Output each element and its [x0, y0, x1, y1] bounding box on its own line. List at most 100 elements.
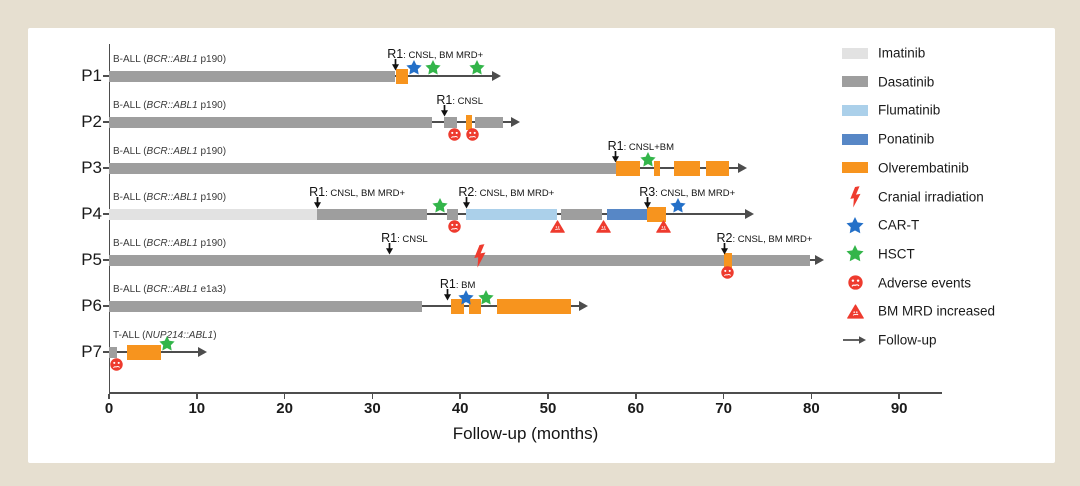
- legend-item: HSCT: [840, 242, 1040, 266]
- treatment-segment-dasatinib: [561, 208, 602, 220]
- axis-tick: [108, 393, 110, 399]
- adverse-events-icon: [447, 219, 461, 233]
- car-t-icon: [670, 197, 686, 213]
- follow-up-arrowhead: [510, 117, 520, 127]
- axis-tick: [898, 393, 900, 399]
- follow-up-arrowhead: [491, 71, 501, 81]
- axis-tick: [547, 393, 549, 399]
- row-axis-tick: [103, 259, 109, 261]
- treatment-segment-imatinib: [109, 208, 318, 220]
- legend-item: Ponatinib: [840, 127, 1040, 151]
- legend-label: Flumatinib: [878, 102, 941, 118]
- treatment-segment-flumatinib: [466, 208, 557, 220]
- bm-mrd-increased-icon: [656, 219, 672, 233]
- axis-tick: [371, 393, 374, 399]
- row-axis-tick: [103, 167, 109, 169]
- legend-item: Follow-up: [840, 328, 1040, 352]
- bm-mrd-increased-icon: [840, 299, 870, 323]
- follow-up-arrowhead: [745, 209, 755, 219]
- axis-tick-label: 30: [364, 399, 381, 417]
- relapse-arrow-icon: [443, 288, 452, 301]
- treatment-segment-dasatinib: [109, 254, 810, 266]
- axis-tick: [635, 393, 637, 399]
- treatment-segment-dasatinib: [109, 70, 396, 82]
- legend-label: Dasatinib: [878, 74, 935, 90]
- treatment-segment-olverembatinib: [706, 160, 729, 176]
- treatment-segment-olverembatinib: [468, 298, 482, 314]
- relapse-annotation: R1: CNSL, BM MRD+: [387, 47, 484, 61]
- diagnosis-label: B-ALL (BCR::ABL1 p190): [113, 54, 227, 65]
- row-axis-tick: [103, 121, 109, 123]
- treatment-segment-dasatinib: [317, 208, 427, 220]
- patient-label: P6: [81, 296, 102, 315]
- diagnosis-label: T-ALL (NUP214::ABL1): [113, 330, 217, 341]
- hsct-icon: [469, 59, 485, 75]
- legend-item: Dasatinib: [840, 70, 1040, 94]
- treatment-segment-olverembatinib: [647, 206, 666, 222]
- relapse-annotation: R1: CNSL: [436, 93, 483, 107]
- figure-panel: [28, 28, 1055, 463]
- treatment-segment-dasatinib: [444, 116, 457, 128]
- treatment-segment-dasatinib: [475, 116, 504, 128]
- ponatinib-swatch: [840, 127, 870, 151]
- treatment-segment-olverembatinib: [466, 114, 472, 130]
- axis-tick-label: 80: [803, 399, 820, 417]
- treatment-segment-olverembatinib: [451, 298, 464, 314]
- legend-item: Imatinib: [840, 41, 1040, 65]
- relapse-annotation: R3: CNSL, BM MRD+: [639, 185, 736, 199]
- legend-label: Follow-up: [878, 332, 937, 348]
- adverse-events-icon: [110, 357, 124, 371]
- follow-up-arrowhead: [738, 163, 748, 173]
- patient-label: P2: [81, 112, 102, 131]
- olverembatinib-swatch: [840, 156, 870, 180]
- treatment-segment-dasatinib: [109, 300, 422, 312]
- legend-label: Olverembatinib: [878, 160, 969, 176]
- treatment-segment-dasatinib: [109, 346, 117, 358]
- row-axis-tick: [103, 213, 109, 215]
- treatment-segment-olverembatinib: [674, 160, 700, 176]
- treatment-segment-olverembatinib: [396, 68, 409, 84]
- legend-item: Cranial irradiation: [840, 185, 1040, 209]
- axis-tick-label: 60: [627, 399, 645, 417]
- axis-tick: [722, 393, 725, 399]
- axis-tick-label: 70: [715, 399, 732, 417]
- legend-label: HSCT: [878, 246, 915, 262]
- legend-item: CAR-T: [840, 213, 1040, 237]
- axis-tick-label: 90: [890, 399, 908, 417]
- legend-label: CAR-T: [878, 217, 920, 233]
- patient-label: P7: [81, 342, 102, 361]
- diagnosis-label: B-ALL (BCR::ABL1 p190): [113, 100, 227, 111]
- cranial-irradiation-icon: [840, 185, 870, 209]
- relapse-arrow-icon: [720, 242, 729, 255]
- hsct-icon: [159, 335, 175, 351]
- axis-tick-label: 40: [451, 399, 469, 417]
- relapse-annotation: R2: CNSL, BM MRD+: [716, 231, 813, 245]
- axis-tick: [459, 393, 461, 399]
- relapse-arrow-icon: [643, 196, 652, 209]
- treatment-segment-dasatinib: [109, 162, 616, 174]
- axis-tick: [196, 393, 198, 399]
- legend-label: BM MRD increased: [878, 303, 996, 319]
- treatment-segment-olverembatinib: [126, 344, 161, 360]
- follow-up-arrowhead: [198, 347, 208, 357]
- legend-label: Imatinib: [878, 45, 926, 61]
- adverse-events-icon: [840, 271, 870, 295]
- row-axis-tick: [103, 75, 109, 77]
- hsct-icon: [432, 197, 448, 213]
- hsct-icon: [425, 59, 441, 75]
- relapse-arrow-icon: [462, 196, 471, 209]
- relapse-arrow-icon: [313, 196, 322, 209]
- adverse-events-icon: [720, 265, 734, 279]
- patient-label: P3: [81, 158, 102, 177]
- relapse-annotation: R1: CNSL, BM MRD+: [309, 185, 406, 199]
- patient-label: P5: [81, 250, 102, 269]
- x-axis-line: [109, 391, 942, 394]
- bm-mrd-increased-icon: [595, 219, 611, 233]
- car-t-icon: [458, 289, 474, 305]
- follow-up-arrowhead: [814, 255, 824, 265]
- adverse-events-icon: [466, 127, 479, 141]
- relapse-arrow-icon: [611, 150, 620, 163]
- bm-mrd-increased-icon: [550, 219, 565, 233]
- dasatinib-swatch: [840, 70, 870, 94]
- imatinib-swatch: [840, 41, 870, 65]
